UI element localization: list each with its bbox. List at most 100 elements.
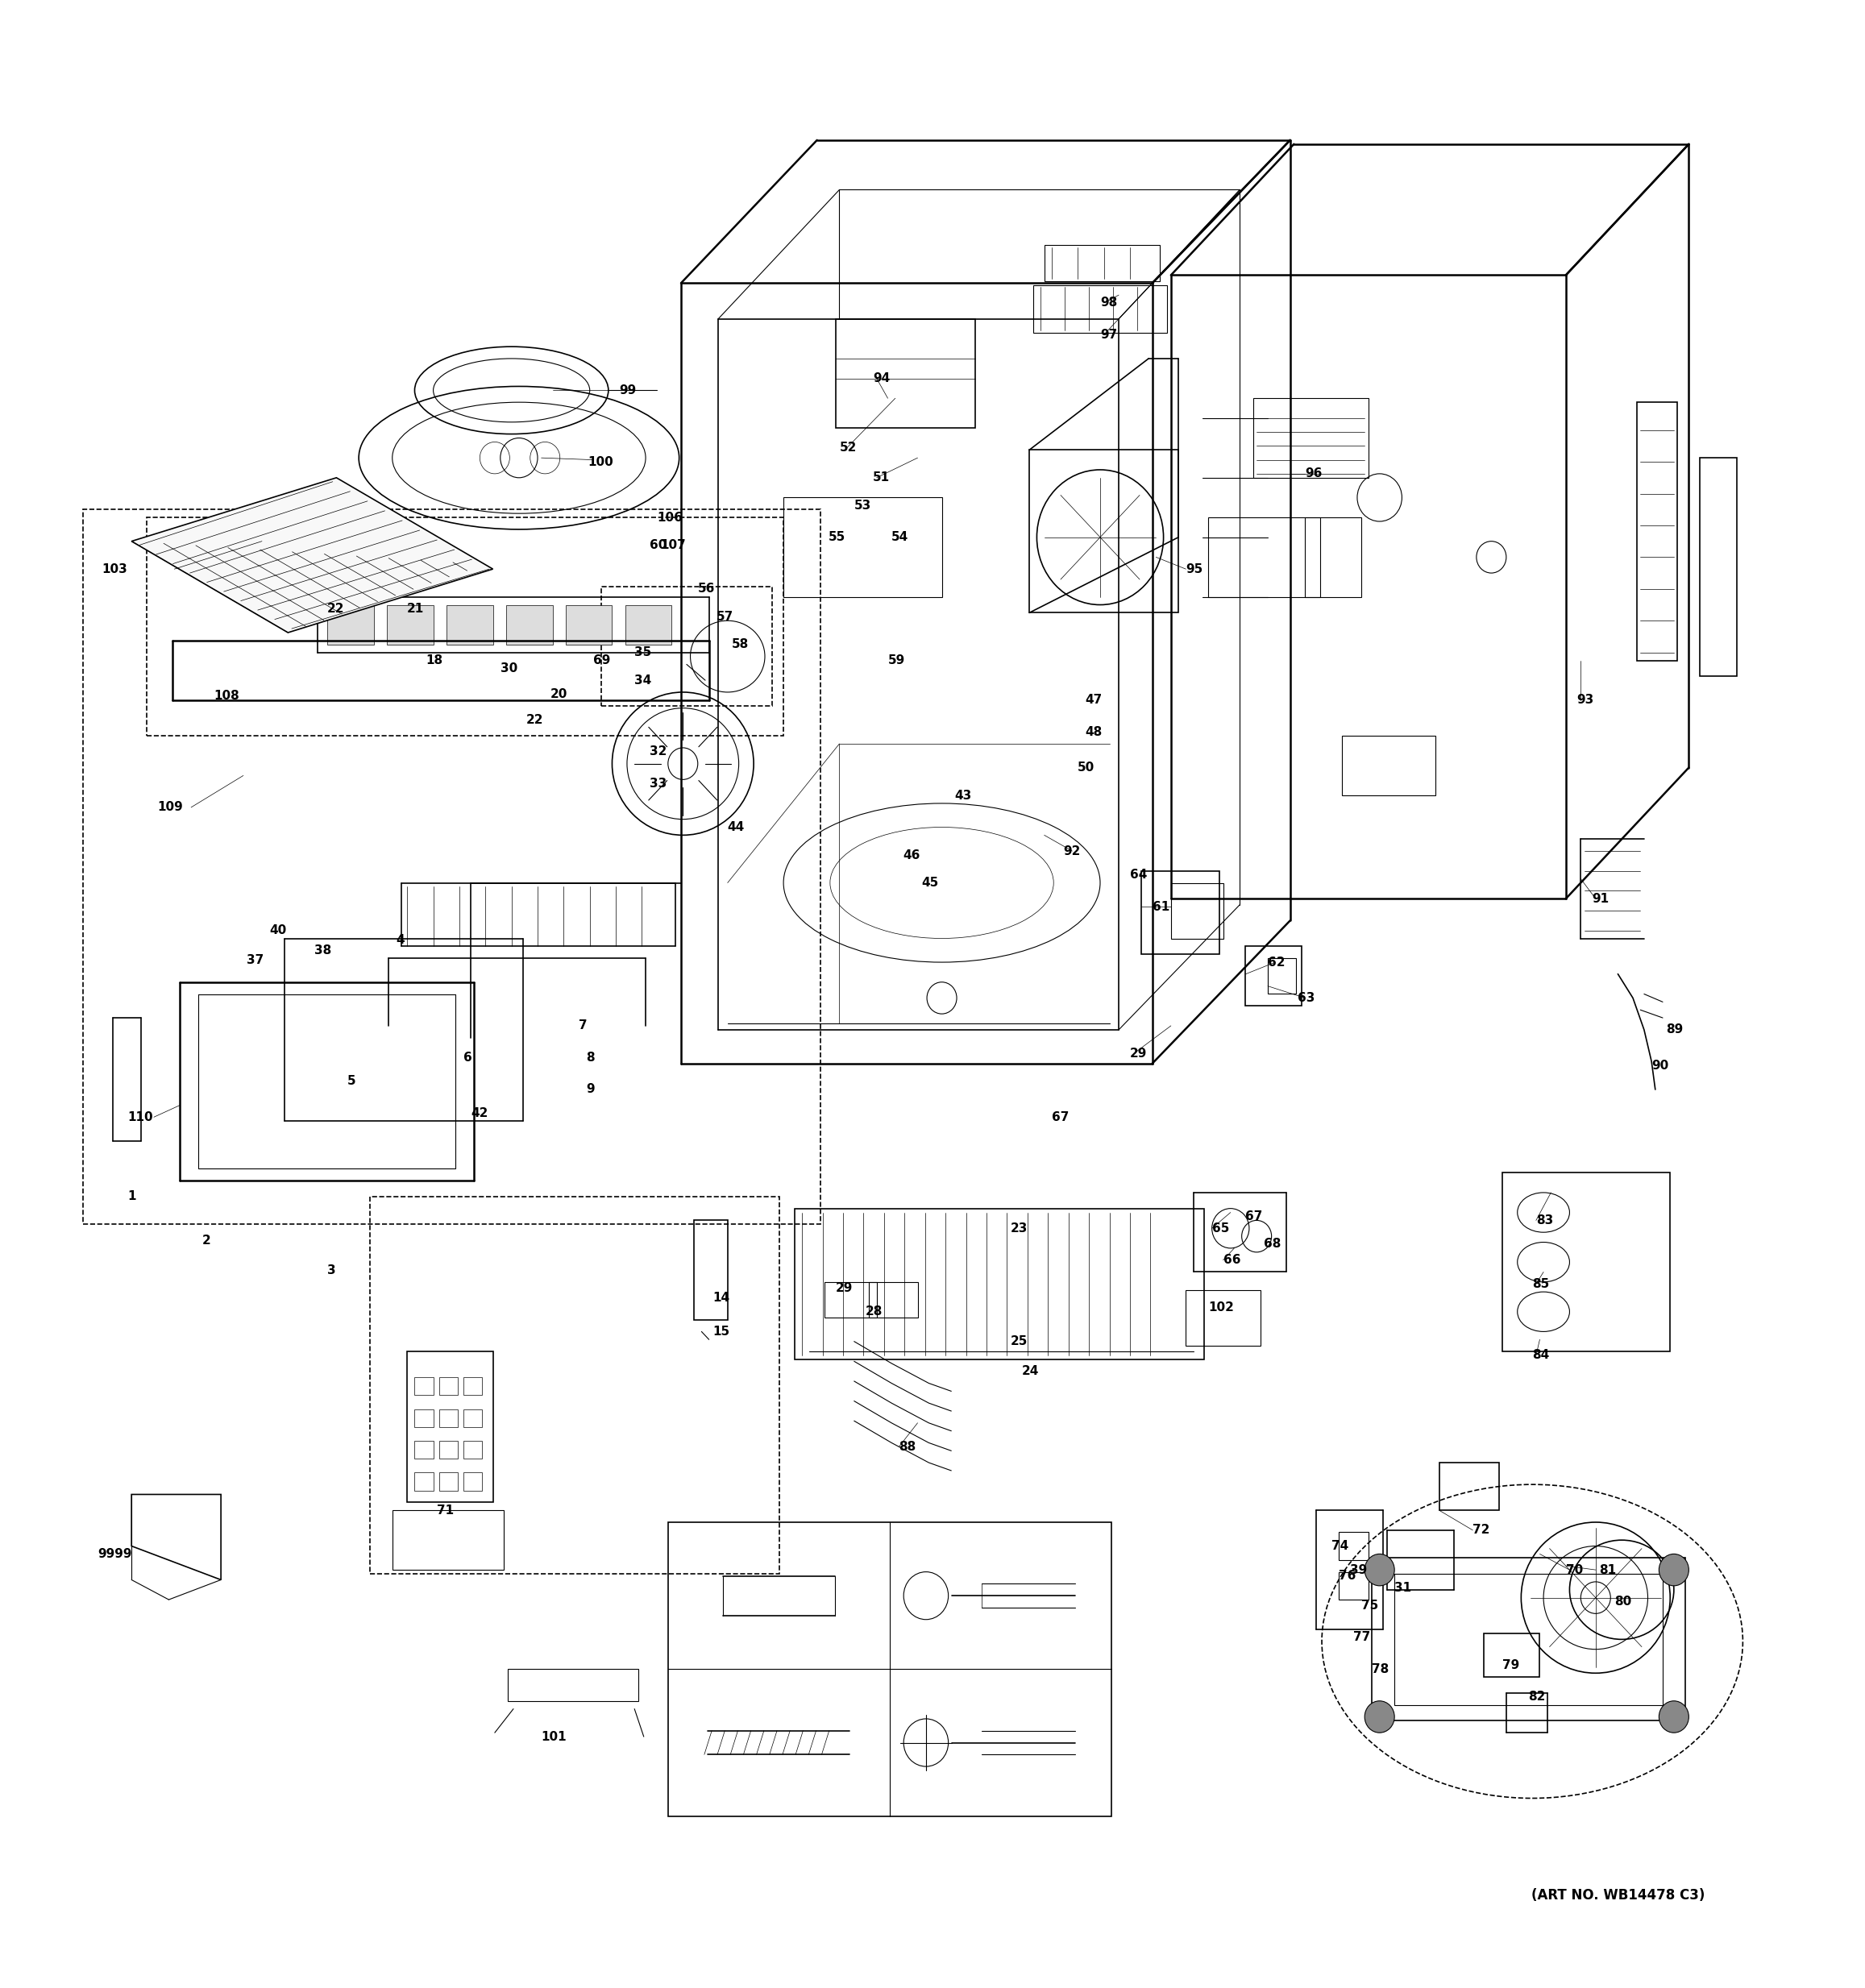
Text: 6: 6 bbox=[463, 1052, 472, 1064]
Bar bbox=[414, 1409, 433, 1427]
Text: 98: 98 bbox=[1100, 296, 1117, 308]
Text: 57: 57 bbox=[716, 610, 733, 622]
Text: 96: 96 bbox=[1306, 467, 1322, 479]
Text: 71: 71 bbox=[436, 1505, 453, 1517]
Text: 5: 5 bbox=[347, 1076, 356, 1087]
Text: 69: 69 bbox=[593, 654, 610, 666]
Text: 62: 62 bbox=[1268, 956, 1285, 968]
Bar bbox=[869, 1282, 918, 1318]
Text: 29: 29 bbox=[836, 1282, 852, 1294]
Bar bbox=[694, 1221, 727, 1320]
Bar bbox=[794, 1209, 1205, 1360]
Text: 97: 97 bbox=[1100, 328, 1117, 340]
Bar bbox=[446, 604, 492, 644]
Text: 28: 28 bbox=[865, 1306, 882, 1318]
Text: 8: 8 bbox=[586, 1052, 595, 1064]
Bar bbox=[438, 1473, 457, 1491]
Bar bbox=[1701, 457, 1736, 676]
Text: 70: 70 bbox=[1567, 1565, 1583, 1576]
Text: 78: 78 bbox=[1373, 1664, 1389, 1676]
Bar bbox=[505, 604, 552, 644]
Circle shape bbox=[1365, 1702, 1395, 1734]
Text: 88: 88 bbox=[899, 1441, 916, 1453]
Text: 64: 64 bbox=[1130, 869, 1147, 881]
Bar bbox=[783, 497, 942, 596]
Text: 58: 58 bbox=[731, 638, 748, 650]
Text: 24: 24 bbox=[1022, 1366, 1039, 1378]
Text: 43: 43 bbox=[955, 789, 972, 801]
Text: 45: 45 bbox=[921, 877, 938, 889]
Text: 31: 31 bbox=[1395, 1582, 1412, 1594]
Text: (ART NO. WB14478 C3): (ART NO. WB14478 C3) bbox=[1531, 1889, 1705, 1903]
Bar bbox=[1044, 245, 1160, 280]
Circle shape bbox=[1660, 1555, 1690, 1586]
Bar bbox=[1306, 517, 1361, 596]
Text: 84: 84 bbox=[1533, 1350, 1550, 1362]
Text: 20: 20 bbox=[550, 688, 567, 700]
Text: 59: 59 bbox=[888, 654, 905, 666]
Text: 109: 109 bbox=[157, 801, 183, 813]
Bar bbox=[369, 1197, 780, 1574]
Text: 100: 100 bbox=[587, 455, 614, 467]
Text: 72: 72 bbox=[1473, 1525, 1490, 1537]
Bar bbox=[668, 1523, 1112, 1817]
Text: 15: 15 bbox=[712, 1326, 729, 1338]
Text: 95: 95 bbox=[1186, 563, 1203, 575]
Text: 1: 1 bbox=[129, 1191, 136, 1203]
Bar bbox=[601, 586, 772, 706]
Text: 54: 54 bbox=[891, 531, 908, 543]
Bar bbox=[392, 1511, 504, 1571]
Text: 29: 29 bbox=[1130, 1048, 1147, 1060]
Bar bbox=[463, 1409, 481, 1427]
Text: 18: 18 bbox=[425, 654, 442, 666]
Text: 92: 92 bbox=[1063, 845, 1080, 857]
Bar bbox=[463, 1441, 481, 1459]
Bar bbox=[836, 318, 975, 427]
Text: 7: 7 bbox=[578, 1020, 587, 1032]
Text: 81: 81 bbox=[1600, 1565, 1617, 1576]
Bar bbox=[1209, 517, 1320, 596]
Circle shape bbox=[1365, 1555, 1395, 1586]
Bar bbox=[438, 1378, 457, 1396]
Bar bbox=[824, 1282, 877, 1318]
Bar bbox=[1440, 1463, 1499, 1511]
Bar bbox=[407, 1352, 492, 1503]
Text: 25: 25 bbox=[1011, 1336, 1028, 1348]
Text: 37: 37 bbox=[246, 954, 265, 966]
Bar bbox=[565, 604, 612, 644]
Circle shape bbox=[1660, 1702, 1690, 1734]
Text: 56: 56 bbox=[698, 582, 714, 594]
Bar bbox=[1503, 1173, 1671, 1352]
Bar bbox=[1029, 449, 1179, 612]
Bar bbox=[414, 1473, 433, 1491]
Text: 52: 52 bbox=[839, 441, 856, 453]
Text: 83: 83 bbox=[1537, 1215, 1554, 1227]
Bar bbox=[1033, 284, 1167, 332]
Text: 106: 106 bbox=[656, 511, 683, 523]
Bar bbox=[463, 1473, 481, 1491]
Text: 46: 46 bbox=[903, 849, 919, 861]
Text: 82: 82 bbox=[1529, 1692, 1546, 1704]
Text: 23: 23 bbox=[1011, 1223, 1028, 1235]
Text: 3: 3 bbox=[326, 1264, 336, 1276]
Bar bbox=[386, 604, 433, 644]
Text: 77: 77 bbox=[1354, 1632, 1371, 1644]
Text: 75: 75 bbox=[1361, 1600, 1378, 1612]
Text: 48: 48 bbox=[1085, 726, 1102, 738]
Text: 76: 76 bbox=[1339, 1571, 1356, 1582]
Text: 108: 108 bbox=[213, 690, 239, 702]
Text: 21: 21 bbox=[407, 602, 425, 614]
Bar bbox=[438, 1441, 457, 1459]
Text: 79: 79 bbox=[1503, 1660, 1520, 1672]
Bar bbox=[463, 1378, 481, 1396]
Text: 42: 42 bbox=[470, 1107, 489, 1119]
Bar bbox=[507, 1670, 638, 1702]
Text: 91: 91 bbox=[1593, 893, 1609, 905]
Bar bbox=[1141, 871, 1220, 954]
Text: 107: 107 bbox=[660, 539, 686, 551]
Text: 55: 55 bbox=[828, 531, 845, 543]
Text: 101: 101 bbox=[541, 1732, 567, 1743]
Bar bbox=[1339, 1573, 1369, 1600]
Bar bbox=[1171, 883, 1223, 938]
Bar bbox=[1268, 958, 1296, 994]
